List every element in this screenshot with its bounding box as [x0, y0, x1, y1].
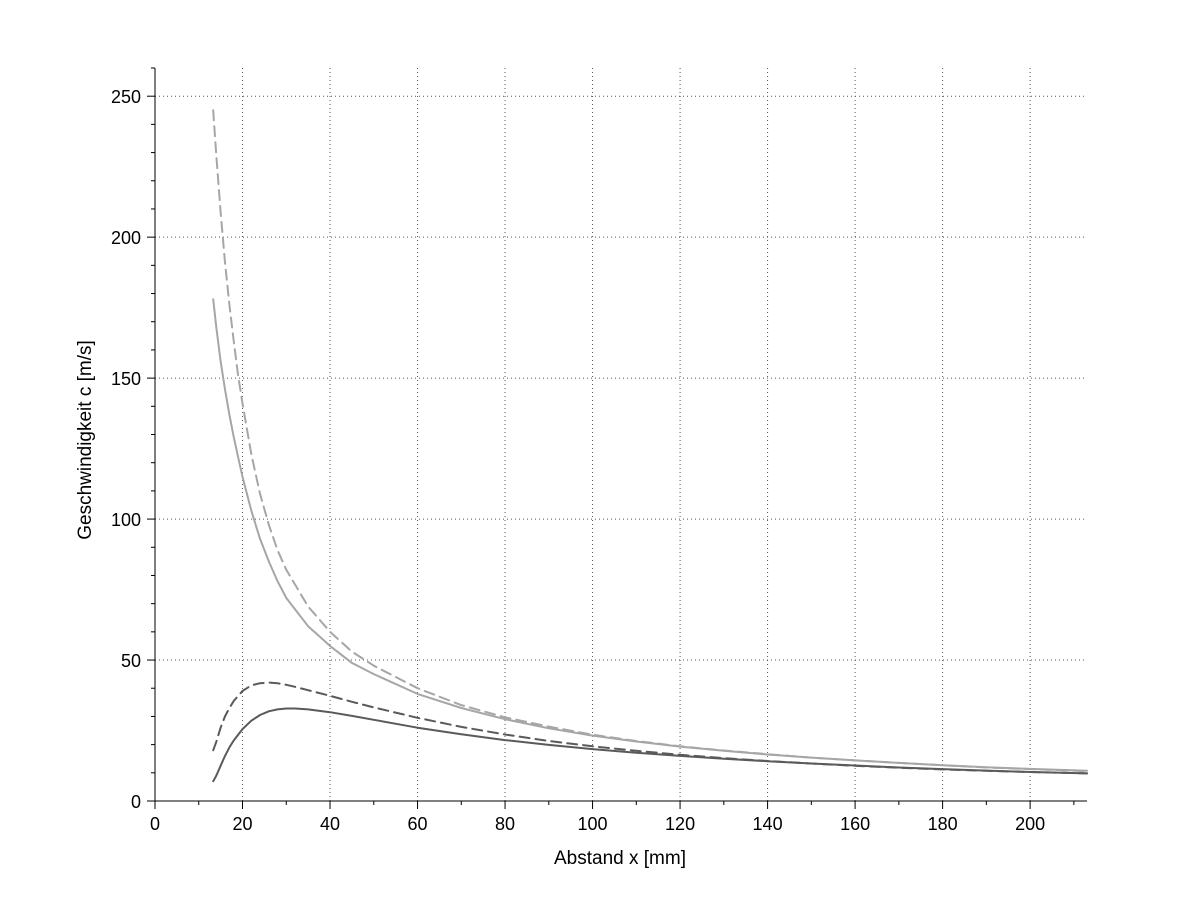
x-tick-label: 120: [665, 814, 695, 834]
x-tick-label: 80: [495, 814, 515, 834]
series-group: [212, 109, 1088, 783]
y-tick-label: 250: [111, 87, 141, 107]
y-tick-label: 0: [131, 792, 141, 812]
y-axis-label: Geschwindigkeit c [m/s]: [75, 340, 96, 540]
x-tick-label: 60: [408, 814, 428, 834]
x-tick-label: 200: [1015, 814, 1045, 834]
tick-labels: 0 20 40 60 80 100 120 140 160 180 200 0 50 100 150 200 2…: [111, 87, 1045, 834]
x-tick-label: 140: [753, 814, 783, 834]
tick-marks: [147, 67, 1075, 809]
x-tick-label: 40: [320, 814, 340, 834]
x-tick-label: 20: [232, 814, 252, 834]
gridlines: [155, 68, 1087, 801]
y-tick-label: 50: [121, 651, 141, 671]
series-line-2: [212, 298, 1088, 772]
x-tick-label: 0: [150, 814, 160, 834]
series-line-4: [212, 707, 1088, 783]
x-tick-label: 160: [840, 814, 870, 834]
y-tick-label: 150: [111, 369, 141, 389]
y-tick-label: 200: [111, 228, 141, 248]
x-tick-label: 100: [578, 814, 608, 834]
y-tick-label: 100: [111, 510, 141, 530]
x-tick-label: 180: [928, 814, 958, 834]
x-axis-label: Abstand x [mm]: [554, 848, 686, 869]
